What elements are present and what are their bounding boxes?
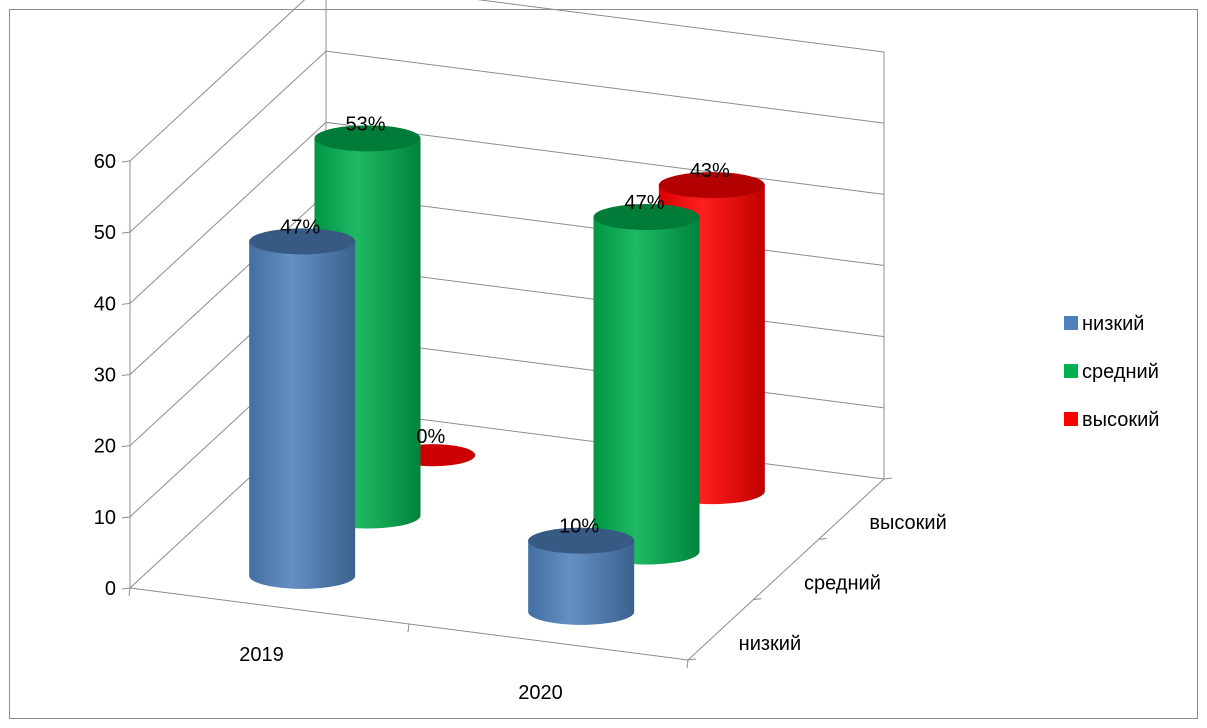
legend-swatch (1064, 316, 1078, 330)
legend-swatch (1064, 364, 1078, 378)
y-tick-label: 0 (105, 578, 116, 600)
depth-label: высокий (869, 512, 946, 534)
y-tick-mark (121, 374, 131, 376)
y-tick-label: 20 (94, 436, 116, 458)
bar-layer (249, 125, 765, 625)
label-layer: 0% 43% 53% 47% 47% 10% (280, 113, 730, 537)
bar-top (249, 228, 356, 255)
grid-layer (129, 0, 885, 589)
bar-1-0 (528, 527, 635, 625)
depth-tick-mark (818, 537, 827, 540)
y-tick-mark (121, 302, 131, 305)
y-tick-label: 30 (94, 365, 116, 387)
data-label: 0% (416, 426, 445, 448)
bar-body (528, 540, 635, 625)
bar-body (249, 241, 356, 589)
depth-label: низкий (739, 633, 801, 655)
data-label: 53% (345, 113, 385, 135)
gridline (129, 335, 885, 518)
data-label: 43% (690, 160, 730, 182)
x-category-label: 2019 (239, 644, 284, 666)
y-tick-mark (121, 160, 131, 163)
gridline (129, 0, 885, 162)
legend-swatch (1064, 412, 1078, 426)
legend-label: средний (1082, 361, 1159, 383)
y-tick-mark (121, 516, 131, 519)
bar-top (314, 125, 421, 152)
data-label: 47% (624, 192, 664, 214)
legend-label: высокий (1082, 409, 1159, 431)
gridline (129, 192, 885, 375)
gridline (129, 121, 885, 304)
bar-top (593, 204, 700, 231)
gridline (129, 406, 885, 589)
y-tick-label: 10 (94, 507, 116, 529)
depth-tick-mark (883, 477, 893, 480)
bar-top (658, 172, 765, 199)
data-label: 10% (559, 516, 599, 538)
y-tick-label: 40 (94, 293, 116, 315)
x-tick-mark (686, 659, 689, 669)
bar-body (593, 217, 700, 565)
legend-layer: низкий средний высокий (1064, 313, 1159, 431)
depth-tick-mark (753, 598, 762, 601)
x-tick-mark (407, 623, 410, 633)
bar-0-0 (249, 228, 356, 589)
y-tick-label: 60 (94, 151, 116, 173)
depth-tick-mark (687, 658, 697, 661)
y-tick-mark (121, 445, 131, 448)
x-tick-mark (128, 587, 131, 597)
x-category-label: 2020 (518, 682, 563, 704)
bar-1-1 (593, 204, 700, 565)
y-tick-label: 50 (94, 222, 116, 244)
y-tick-mark (121, 231, 131, 234)
axis-layer: 0 10 20 30 40 50 60 2019 2020 низкий средний высоки… (94, 151, 947, 704)
gridline (129, 264, 885, 447)
legend-label: низкий (1082, 313, 1144, 335)
gridline (129, 50, 885, 233)
data-label: 47% (280, 216, 320, 238)
depth-label: средний (804, 573, 881, 595)
bar-top (528, 527, 635, 554)
y-tick-mark (121, 587, 131, 590)
